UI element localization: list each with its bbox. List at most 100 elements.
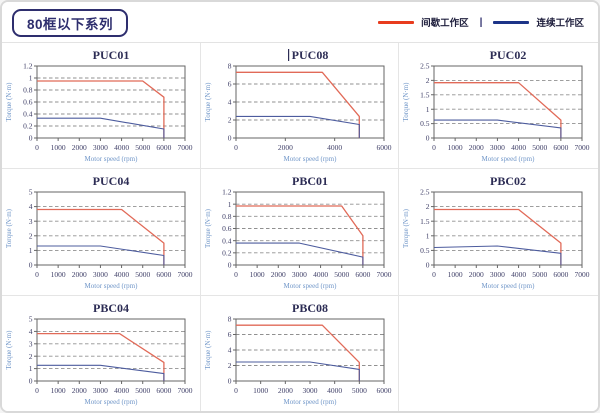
continuous-zone-curve <box>236 242 364 265</box>
chart-cell-puc01: PUC01 0 0.2 0.4 0.6 0.8 1 1.2 0 1000 2000 3000 4000 5… <box>2 43 201 169</box>
x-tick-label: 2000 <box>278 386 293 395</box>
y-tick-label: 0 <box>29 377 33 386</box>
y-tick-label: 0.5 <box>420 246 430 255</box>
x-tick-label: 5000 <box>135 143 150 152</box>
x-tick-label: 7000 <box>178 143 193 152</box>
y-tick-label: 2 <box>29 231 33 240</box>
intermittent-zone-curve <box>37 80 165 138</box>
x-tick-label: 2000 <box>469 143 484 152</box>
x-tick-label: 1000 <box>253 386 268 395</box>
y-tick-label: 1 <box>426 105 430 114</box>
y-axis-label: Torque (N·m) <box>5 208 13 248</box>
x-tick-label: 5000 <box>135 386 150 395</box>
x-tick-label: 0 <box>234 270 238 279</box>
intermittent-zone-curve <box>236 205 364 265</box>
x-axis-label: Motor speed (rpm) <box>284 398 338 406</box>
x-tick-label: 1000 <box>448 270 463 279</box>
y-tick-label: 0 <box>426 261 430 270</box>
continuous-zone-curve <box>434 119 562 138</box>
x-tick-label: 2000 <box>72 386 87 395</box>
y-tick-label: 2 <box>426 202 430 211</box>
x-tick-label: 7000 <box>377 270 392 279</box>
y-tick-label: 3 <box>29 339 33 348</box>
chart-grid: PUC01 0 0.2 0.4 0.6 0.8 1 1.2 0 1000 2000 3000 4000 5… <box>2 43 598 411</box>
x-tick-label: 3000 <box>292 270 307 279</box>
y-tick-label: 4 <box>228 346 232 355</box>
y-axis-label: Torque (N·m) <box>204 82 212 122</box>
continuous-zone-curve <box>433 245 562 265</box>
y-tick-label: 1 <box>29 364 33 373</box>
series-title-chip: 80框以下系列 <box>12 9 129 37</box>
y-tick-label: 4 <box>228 98 232 107</box>
y-tick-label: 0.8 <box>23 86 33 95</box>
plot-border <box>36 318 186 382</box>
x-tick-label: 0 <box>35 270 39 279</box>
y-tick-label: 1 <box>29 246 33 255</box>
x-tick-label: 0 <box>234 386 238 395</box>
legend: 间歇工作区 | 连续工作区 <box>378 15 584 29</box>
chart-pbc01: PBC01 0 0.2 0.4 0.6 0.8 1 1.2 0 1000 2000 3000 4000 5… <box>204 174 392 290</box>
continuous-zone-curve <box>236 115 360 138</box>
chart-pbc02: PBC02 0 0.5 1 1.5 2 2.5 0 1000 2000 3000 4000 5000 60… <box>402 174 590 290</box>
chart-cell-pbc08: PBC08 0 2 4 6 8 0 1000 2000 3000 4000 5000 6000 Motor… <box>201 296 399 411</box>
continuous-zone-legend-line <box>493 20 530 24</box>
y-tick-label: 8 <box>228 315 232 324</box>
y-tick-label: 1 <box>426 231 430 240</box>
x-tick-label: 6000 <box>156 270 171 279</box>
continuous-zone-curve <box>236 361 360 381</box>
chart-title: PUC08 <box>292 48 329 62</box>
y-tick-label: 2.5 <box>420 62 430 71</box>
continuous-zone-legend-label: 连续工作区 <box>536 18 584 29</box>
intermittent-zone-curve <box>236 71 360 138</box>
continuous-zone-curve <box>37 364 165 381</box>
x-axis-label: Motor speed (rpm) <box>284 282 338 290</box>
x-axis-label: Motor speed (rpm) <box>85 155 139 163</box>
empty-cell <box>399 296 598 411</box>
y-tick-label: 0 <box>228 377 232 386</box>
chart-puc02: PUC02 0 0.5 1 1.5 2 2.5 0 1000 2000 3000 4000 5000 60… <box>402 48 590 163</box>
x-axis-label: Motor speed (rpm) <box>482 155 536 163</box>
x-tick-label: 5000 <box>334 270 349 279</box>
x-tick-label: 4000 <box>114 143 129 152</box>
y-tick-label: 4 <box>29 202 33 211</box>
x-tick-label: 6000 <box>553 143 568 152</box>
x-tick-label: 1000 <box>448 143 463 152</box>
x-tick-label: 7000 <box>575 270 590 279</box>
intermittent-zone-curve <box>434 208 562 265</box>
y-tick-label: 5 <box>29 315 33 324</box>
y-tick-label: 1 <box>228 200 232 209</box>
y-tick-label: 0 <box>228 134 232 143</box>
y-tick-label: 2 <box>228 361 232 370</box>
y-tick-label: 8 <box>228 62 232 71</box>
chart-cell-puc02: PUC02 0 0.5 1 1.5 2 2.5 0 1000 2000 3000 4000 5000 60… <box>399 43 598 169</box>
y-axis-label: Torque (N·m) <box>402 82 410 122</box>
y-tick-label: 0.8 <box>222 212 232 221</box>
x-tick-label: 6000 <box>355 270 370 279</box>
x-tick-label: 2000 <box>72 143 87 152</box>
x-tick-label: 0 <box>432 143 436 152</box>
chart-title: PBC02 <box>490 174 526 188</box>
x-tick-label: 4000 <box>313 270 328 279</box>
y-axis-label: Torque (N·m) <box>5 330 13 370</box>
x-tick-label: 4000 <box>511 270 526 279</box>
y-tick-label: 0.4 <box>222 236 232 245</box>
x-tick-label: 1000 <box>250 270 265 279</box>
x-tick-label: 4000 <box>327 143 342 152</box>
y-tick-label: 1.5 <box>420 90 430 99</box>
plot-border <box>433 191 583 266</box>
series-title: 80框以下系列 <box>27 17 114 32</box>
chart-pbc08: PBC08 0 2 4 6 8 0 1000 2000 3000 4000 5000 6000 Motor… <box>204 301 392 406</box>
x-tick-label: 4000 <box>114 270 129 279</box>
chart-title: PBC01 <box>292 174 328 188</box>
y-tick-label: 1.2 <box>222 188 232 197</box>
y-tick-label: 3 <box>29 217 33 226</box>
x-tick-label: 1000 <box>51 270 66 279</box>
chart-cell-pbc01: PBC01 0 0.2 0.4 0.6 0.8 1 1.2 0 1000 2000 3000 4000 5… <box>201 169 399 296</box>
y-tick-label: 1.5 <box>420 217 430 226</box>
x-tick-label: 1000 <box>51 143 66 152</box>
chart-cell-puc04: PUC04 0 1 2 3 4 5 0 1000 2000 3000 4000 5000 6000 7000… <box>2 169 201 296</box>
plot-border <box>433 65 583 139</box>
header: 80框以下系列 间歇工作区 | 连续工作区 <box>2 2 598 43</box>
intermittent-zone-curve <box>434 82 562 138</box>
y-tick-label: 5 <box>29 188 33 197</box>
